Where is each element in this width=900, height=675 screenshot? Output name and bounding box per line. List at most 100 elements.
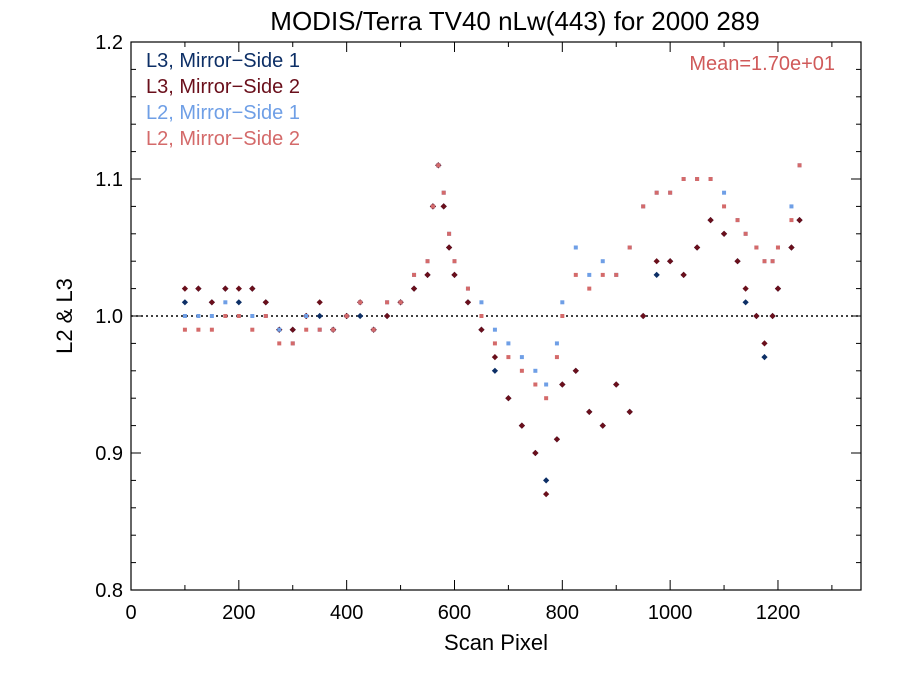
data-point xyxy=(425,259,430,264)
data-point xyxy=(181,285,189,292)
data-point xyxy=(344,314,349,318)
data-point xyxy=(304,327,309,332)
data-point xyxy=(290,341,295,346)
legend: L3, Mirror−Side 1 L3, Mirror−Side 2 L2, Mi… xyxy=(146,50,300,150)
data-point xyxy=(708,177,713,181)
data-point xyxy=(796,216,803,224)
data-point xyxy=(693,244,701,251)
data-point xyxy=(734,258,741,265)
data-point xyxy=(383,312,391,320)
data-point xyxy=(543,477,550,484)
y-axis-label: L2 & L3 xyxy=(52,278,77,354)
data-point xyxy=(181,299,189,306)
data-point xyxy=(573,272,578,277)
data-point xyxy=(769,312,776,320)
data-point xyxy=(316,299,323,306)
data-point xyxy=(249,285,256,292)
x-tick-label: 1200 xyxy=(756,602,801,624)
data-point xyxy=(554,341,559,346)
data-point xyxy=(720,230,728,237)
data-point xyxy=(614,272,619,277)
chart-title: MODIS/Terra TV40 nLw(443) for 2000 289 xyxy=(270,6,759,36)
data-point xyxy=(385,300,390,305)
y-tick-label: 1.2 xyxy=(95,32,123,54)
data-point xyxy=(505,395,512,402)
y-axis-ticks: 0.8 0.9 1.0 1.1 1.2 xyxy=(95,32,861,602)
data-point xyxy=(518,422,525,429)
data-point xyxy=(447,231,452,236)
data-point xyxy=(209,314,214,318)
data-point xyxy=(506,355,511,360)
data-point xyxy=(316,312,323,320)
data-point xyxy=(600,259,605,264)
data-point xyxy=(331,327,336,332)
data-point xyxy=(641,204,646,209)
data-point xyxy=(761,340,768,347)
data-point xyxy=(544,382,549,387)
data-point xyxy=(560,314,565,318)
data-point xyxy=(559,381,566,388)
data-point xyxy=(222,285,229,292)
data-point xyxy=(560,300,565,305)
y-tick-label: 0.8 xyxy=(95,580,123,602)
data-point xyxy=(519,368,524,373)
data-point xyxy=(770,259,775,264)
data-point xyxy=(519,355,524,360)
data-point xyxy=(626,408,633,416)
x-tick-label: 600 xyxy=(438,602,471,624)
data-point xyxy=(573,245,578,250)
data-point xyxy=(506,341,511,346)
data-point xyxy=(667,258,674,265)
data-point xyxy=(762,259,767,264)
legend-entry: L2, Mirror−Side 1 xyxy=(146,102,300,124)
data-point xyxy=(532,449,539,457)
data-point xyxy=(789,218,794,223)
legend-entry: L3, Mirror−Side 2 xyxy=(146,76,300,98)
data-points xyxy=(181,162,803,498)
data-point xyxy=(436,163,441,168)
data-point xyxy=(196,327,201,332)
data-point xyxy=(223,314,228,318)
data-point xyxy=(223,300,228,305)
data-point xyxy=(554,355,559,360)
data-point xyxy=(743,231,748,236)
data-point xyxy=(572,367,579,374)
data-point xyxy=(544,396,549,401)
data-point xyxy=(357,312,364,320)
data-point xyxy=(424,271,431,279)
data-point xyxy=(707,216,714,224)
data-point xyxy=(182,327,187,332)
data-point xyxy=(236,314,241,318)
y-tick-label: 0.9 xyxy=(95,443,123,465)
data-point xyxy=(209,327,214,332)
data-point xyxy=(613,381,620,388)
data-point xyxy=(441,190,446,195)
data-point xyxy=(492,341,497,346)
data-point xyxy=(695,177,700,181)
data-point xyxy=(235,299,242,306)
data-point xyxy=(182,314,187,318)
data-point xyxy=(430,204,435,209)
data-point xyxy=(277,327,282,332)
x-tick-label: 1000 xyxy=(648,602,693,624)
x-tick-label: 800 xyxy=(546,602,579,624)
y-tick-label: 1.1 xyxy=(95,169,123,191)
data-point xyxy=(491,353,499,361)
data-point xyxy=(680,271,687,279)
data-point xyxy=(640,312,647,320)
data-point xyxy=(262,299,269,306)
x-tick-label: 0 xyxy=(125,602,136,624)
data-point xyxy=(196,314,201,318)
data-point xyxy=(250,327,255,332)
data-point xyxy=(600,272,605,277)
mean-annotation: Mean=1.70e+01 xyxy=(689,53,835,75)
data-point xyxy=(774,285,782,292)
data-point xyxy=(440,203,447,210)
x-axis-label: Scan Pixel xyxy=(444,630,548,655)
data-point xyxy=(304,314,309,318)
series-3-points xyxy=(182,163,802,387)
data-point xyxy=(742,299,749,306)
data-point xyxy=(465,286,470,291)
series-2-points xyxy=(181,162,803,498)
data-point xyxy=(479,314,484,318)
